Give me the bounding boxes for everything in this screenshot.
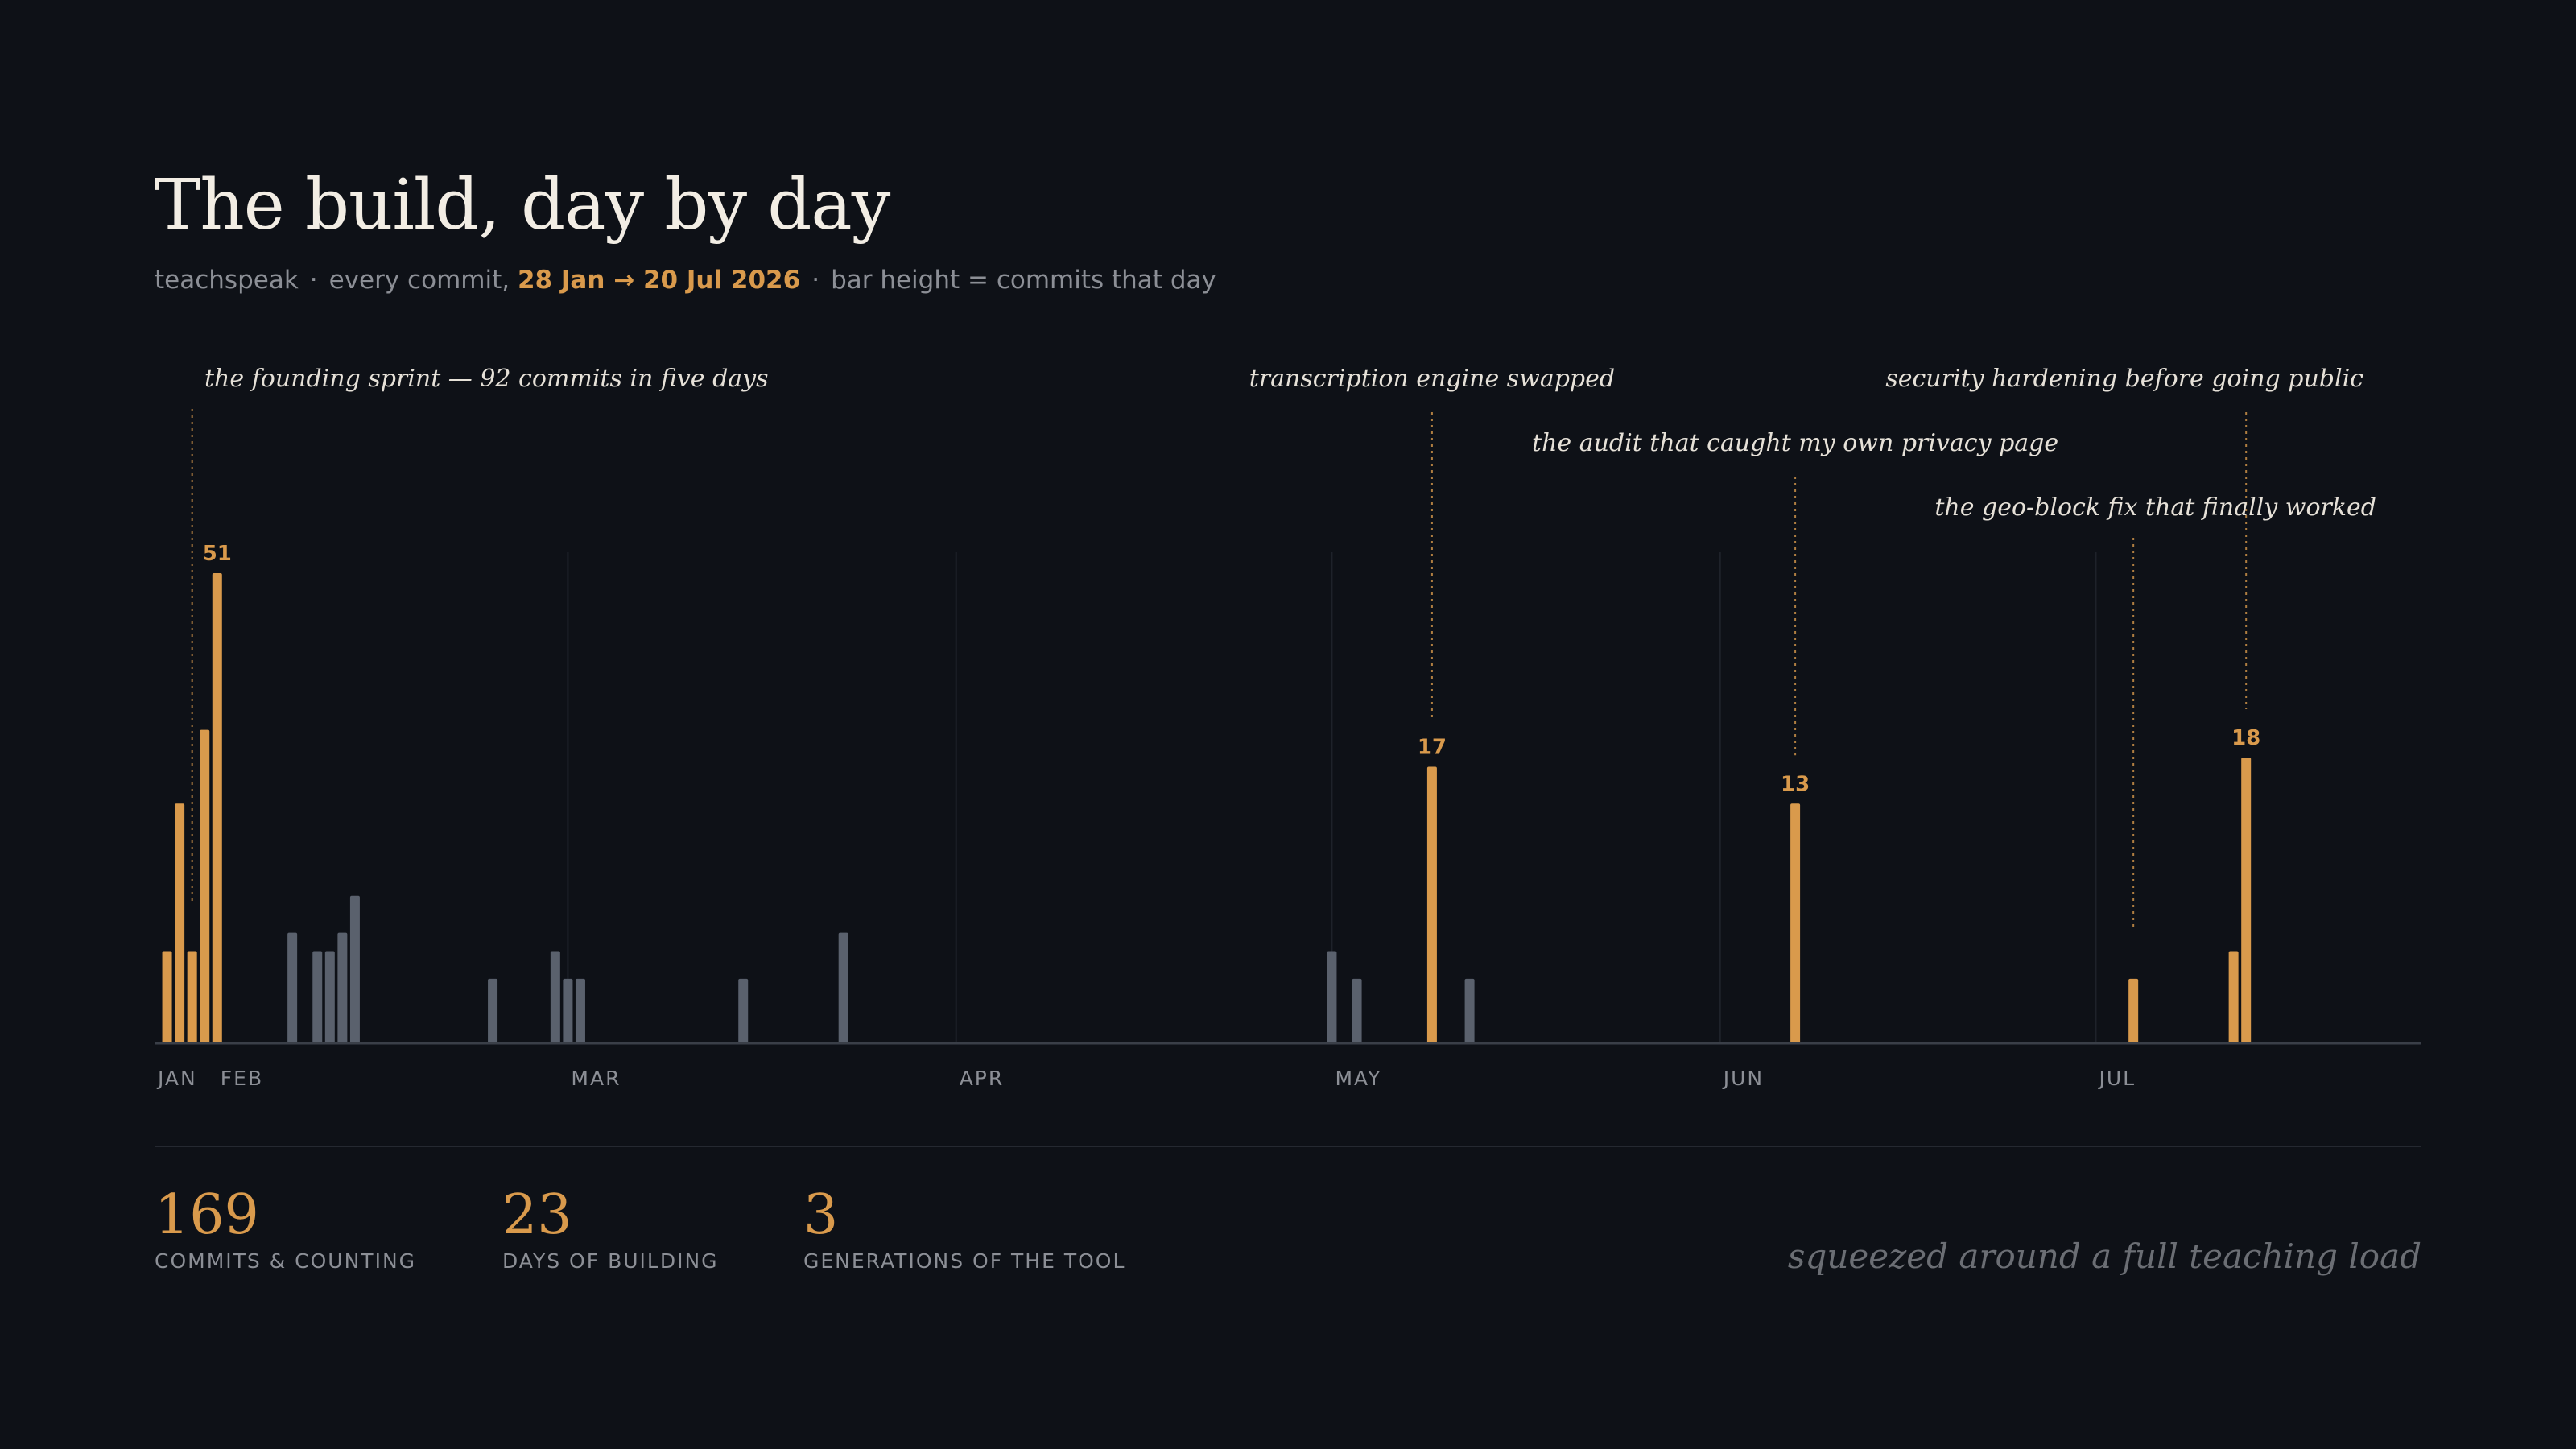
- stat-generations: 3 GENERATIONS OF THE TOOL: [803, 1183, 1125, 1273]
- stat-commits-value: 169: [155, 1183, 259, 1247]
- commit-bar: [575, 978, 585, 1043]
- annotation-label: the geo-block fix that finally worked: [1934, 493, 2376, 522]
- subtitle-project: teachspeak: [155, 266, 299, 295]
- subtitle-date-range: 28 Jan → 20 Jul 2026: [517, 266, 801, 295]
- month-tick-label: JAN: [156, 1067, 197, 1090]
- stat-days-value: 23: [502, 1183, 572, 1247]
- commit-bar: [175, 803, 185, 1043]
- stat-generations-label: GENERATIONS OF THE TOOL: [803, 1249, 1126, 1273]
- commit-bar: [324, 951, 335, 1043]
- stat-commits: 169 COMMITS & COUNTING: [155, 1183, 416, 1273]
- bar-value-label: 13: [1781, 772, 1810, 796]
- commit-bar: [838, 932, 848, 1043]
- commit-bar: [2228, 951, 2239, 1043]
- commit-bar: [2128, 978, 2139, 1043]
- page-subtitle: teachspeak · every commit, 28 Jan → 20 Jul…: [155, 266, 1216, 295]
- stat-generations-value: 3: [803, 1183, 839, 1247]
- commit-bar: [187, 951, 197, 1043]
- bar-value-label: 18: [2231, 726, 2260, 750]
- commit-bar: [488, 978, 498, 1043]
- annotation-label: the founding sprint — 92 commits in five…: [204, 365, 769, 393]
- commit-bar: [2241, 758, 2252, 1043]
- month-tick-label: MAR: [571, 1067, 621, 1090]
- commit-bar: [1426, 766, 1437, 1043]
- commit-bar: [563, 978, 573, 1043]
- commit-bar: [1327, 951, 1337, 1043]
- page-title: The build, day by day: [155, 165, 890, 246]
- subtitle-separator: ·: [309, 266, 318, 295]
- stat-days: 23 DAYS OF BUILDING: [502, 1183, 719, 1273]
- month-tick-label: MAY: [1335, 1067, 1381, 1090]
- commit-bar: [738, 978, 749, 1043]
- commit-bar: [1352, 978, 1362, 1043]
- subtitle-separator: ·: [811, 266, 820, 295]
- commit-bar: [287, 932, 298, 1043]
- annotation-label: the audit that caught my own privacy pag…: [1532, 429, 2058, 457]
- month-tick-label: APR: [960, 1067, 1005, 1090]
- commit-bar: [550, 951, 560, 1043]
- stat-commits-label: COMMITS & COUNTING: [155, 1249, 417, 1273]
- commit-bar: [200, 729, 210, 1043]
- commit-bar: [312, 951, 323, 1043]
- commit-bar: [162, 951, 172, 1043]
- commit-bar: [337, 932, 348, 1043]
- month-tick-label: FEB: [221, 1067, 263, 1090]
- bar-value-label: 51: [203, 542, 232, 566]
- annotation-label: security hardening before going public: [1885, 365, 2363, 393]
- commit-bar: [1464, 978, 1475, 1043]
- stat-days-label: DAYS OF BUILDING: [502, 1249, 719, 1273]
- month-tick-label: JUN: [1722, 1067, 1764, 1090]
- annotation-label: transcription engine swapped: [1249, 365, 1615, 393]
- commit-bar: [349, 895, 360, 1043]
- bar-value-label: 17: [1418, 735, 1447, 759]
- month-tick-label: JUL: [2097, 1067, 2136, 1090]
- subtitle-commit-text: every commit,: [328, 266, 510, 295]
- commit-bar: [212, 573, 222, 1043]
- section-divider: [155, 1146, 2421, 1147]
- commit-bar: [1790, 803, 1801, 1043]
- subtitle-encoding: bar height = commits that day: [831, 266, 1216, 295]
- footnote: squeezed around a full teaching load: [1787, 1236, 2421, 1276]
